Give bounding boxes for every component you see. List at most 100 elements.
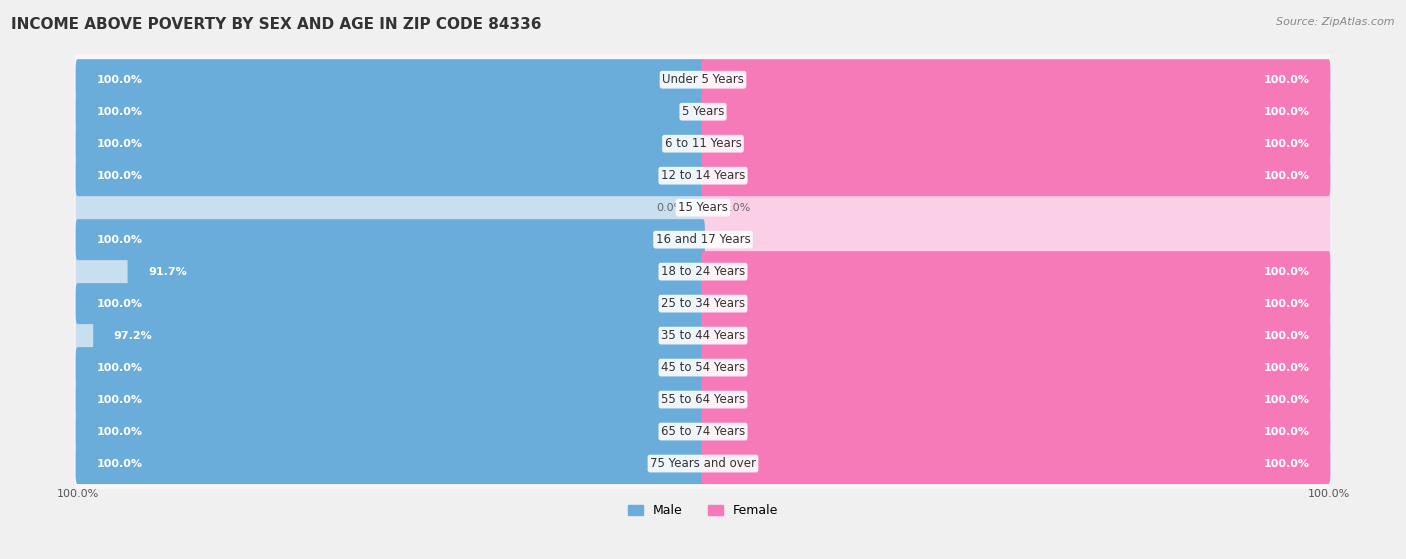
FancyBboxPatch shape	[76, 411, 704, 452]
Text: 6 to 11 Years: 6 to 11 Years	[665, 137, 741, 150]
Text: 0.0%: 0.0%	[721, 203, 749, 212]
Text: 100.0%: 100.0%	[96, 170, 142, 181]
Text: 97.2%: 97.2%	[114, 330, 153, 340]
Text: 100.0%: 100.0%	[96, 427, 142, 437]
FancyBboxPatch shape	[702, 379, 1330, 420]
Text: 100.0%: 100.0%	[1264, 107, 1310, 117]
FancyBboxPatch shape	[702, 219, 1330, 260]
FancyBboxPatch shape	[75, 405, 1331, 458]
FancyBboxPatch shape	[702, 379, 1330, 420]
Text: 45 to 54 Years: 45 to 54 Years	[661, 361, 745, 374]
FancyBboxPatch shape	[76, 59, 704, 100]
Text: 65 to 74 Years: 65 to 74 Years	[661, 425, 745, 438]
Text: 100.0%: 100.0%	[56, 489, 98, 499]
Text: 100.0%: 100.0%	[1264, 395, 1310, 405]
Text: 100.0%: 100.0%	[1264, 139, 1310, 149]
Text: 75 Years and over: 75 Years and over	[650, 457, 756, 470]
FancyBboxPatch shape	[76, 91, 704, 132]
FancyBboxPatch shape	[76, 123, 704, 164]
FancyBboxPatch shape	[76, 379, 704, 420]
Legend: Male, Female: Male, Female	[623, 499, 783, 522]
Text: 100.0%: 100.0%	[1264, 363, 1310, 373]
Text: 35 to 44 Years: 35 to 44 Years	[661, 329, 745, 342]
Text: 100.0%: 100.0%	[1264, 330, 1310, 340]
FancyBboxPatch shape	[76, 347, 704, 388]
FancyBboxPatch shape	[75, 53, 1331, 107]
Text: 12 to 14 Years: 12 to 14 Years	[661, 169, 745, 182]
FancyBboxPatch shape	[76, 443, 704, 484]
FancyBboxPatch shape	[76, 443, 704, 484]
FancyBboxPatch shape	[702, 283, 1330, 324]
Text: 0.0%: 0.0%	[657, 203, 685, 212]
FancyBboxPatch shape	[76, 155, 704, 196]
FancyBboxPatch shape	[75, 117, 1331, 170]
Text: 91.7%: 91.7%	[148, 267, 187, 277]
Text: 25 to 34 Years: 25 to 34 Years	[661, 297, 745, 310]
FancyBboxPatch shape	[702, 251, 1330, 292]
FancyBboxPatch shape	[702, 59, 1330, 100]
FancyBboxPatch shape	[702, 347, 1330, 388]
FancyBboxPatch shape	[75, 277, 1331, 330]
FancyBboxPatch shape	[75, 181, 1331, 235]
FancyBboxPatch shape	[702, 347, 1330, 388]
FancyBboxPatch shape	[76, 411, 704, 452]
FancyBboxPatch shape	[702, 123, 1330, 164]
FancyBboxPatch shape	[702, 411, 1330, 452]
FancyBboxPatch shape	[76, 91, 704, 132]
Text: 15 Years: 15 Years	[678, 201, 728, 214]
FancyBboxPatch shape	[702, 443, 1330, 484]
FancyBboxPatch shape	[76, 251, 704, 292]
FancyBboxPatch shape	[76, 347, 704, 388]
Text: INCOME ABOVE POVERTY BY SEX AND AGE IN ZIP CODE 84336: INCOME ABOVE POVERTY BY SEX AND AGE IN Z…	[11, 17, 541, 32]
FancyBboxPatch shape	[76, 59, 704, 100]
FancyBboxPatch shape	[702, 411, 1330, 452]
FancyBboxPatch shape	[75, 373, 1331, 427]
FancyBboxPatch shape	[76, 219, 704, 260]
Text: 16 and 17 Years: 16 and 17 Years	[655, 233, 751, 246]
Text: 100.0%: 100.0%	[96, 75, 142, 85]
FancyBboxPatch shape	[76, 315, 704, 356]
Text: 55 to 64 Years: 55 to 64 Years	[661, 393, 745, 406]
FancyBboxPatch shape	[75, 341, 1331, 395]
FancyBboxPatch shape	[702, 59, 1330, 100]
FancyBboxPatch shape	[76, 283, 704, 324]
FancyBboxPatch shape	[76, 219, 704, 260]
Text: Source: ZipAtlas.com: Source: ZipAtlas.com	[1277, 17, 1395, 27]
Text: 100.0%: 100.0%	[96, 107, 142, 117]
FancyBboxPatch shape	[702, 187, 1330, 228]
Text: 100.0%: 100.0%	[96, 458, 142, 468]
Text: 100.0%: 100.0%	[96, 235, 142, 245]
Text: 100.0%: 100.0%	[96, 299, 142, 309]
Text: 100.0%: 100.0%	[96, 395, 142, 405]
Text: 5 Years: 5 Years	[682, 105, 724, 118]
FancyBboxPatch shape	[75, 245, 1331, 299]
FancyBboxPatch shape	[75, 85, 1331, 139]
Text: 100.0%: 100.0%	[1264, 458, 1310, 468]
Text: 100.0%: 100.0%	[96, 139, 142, 149]
FancyBboxPatch shape	[702, 91, 1330, 132]
FancyBboxPatch shape	[702, 91, 1330, 132]
Text: 0.0%: 0.0%	[721, 235, 749, 245]
FancyBboxPatch shape	[702, 315, 1330, 356]
FancyBboxPatch shape	[76, 123, 704, 164]
Text: Under 5 Years: Under 5 Years	[662, 73, 744, 86]
FancyBboxPatch shape	[76, 187, 704, 228]
FancyBboxPatch shape	[702, 155, 1330, 196]
Text: 100.0%: 100.0%	[1264, 75, 1310, 85]
Text: 100.0%: 100.0%	[1264, 427, 1310, 437]
FancyBboxPatch shape	[702, 443, 1330, 484]
FancyBboxPatch shape	[76, 379, 704, 420]
Text: 100.0%: 100.0%	[1264, 299, 1310, 309]
FancyBboxPatch shape	[76, 155, 704, 196]
Text: 18 to 24 Years: 18 to 24 Years	[661, 265, 745, 278]
FancyBboxPatch shape	[76, 283, 704, 324]
Text: 100.0%: 100.0%	[1264, 170, 1310, 181]
FancyBboxPatch shape	[75, 309, 1331, 362]
FancyBboxPatch shape	[702, 315, 1330, 356]
FancyBboxPatch shape	[75, 149, 1331, 202]
FancyBboxPatch shape	[702, 283, 1330, 324]
FancyBboxPatch shape	[702, 251, 1330, 292]
Text: 100.0%: 100.0%	[1264, 267, 1310, 277]
FancyBboxPatch shape	[702, 123, 1330, 164]
FancyBboxPatch shape	[75, 437, 1331, 490]
